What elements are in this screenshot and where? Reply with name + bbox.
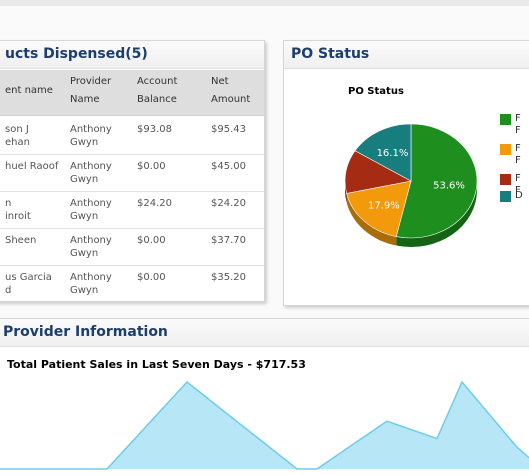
pie-slice-label: 16.1%	[377, 148, 409, 159]
provider-name-cell: Anthony Gwyn	[70, 272, 112, 296]
provider-information-panel: Provider Information Total Patient Sales…	[0, 318, 529, 475]
provider-name-cell: Anthony Gwyn	[70, 161, 112, 185]
column-header-provider-name[interactable]: Provider Name	[70, 76, 112, 105]
legend-swatch	[500, 174, 511, 185]
po-status-pie-chart: 53.6% 17.9% 16.1%	[344, 123, 478, 247]
sales-area-fill	[0, 382, 529, 469]
net-amount-cell: $37.70	[211, 235, 246, 246]
products-dispensed-header: ucts Dispensed(5)	[0, 41, 264, 69]
products-dispensed-panel: ucts Dispensed(5) ent name Provider Name…	[0, 40, 265, 302]
legend-swatch	[500, 114, 511, 125]
table-row[interactable]: n inroit Anthony Gwyn $24.20 $24.20	[0, 192, 264, 229]
provider-information-title: Provider Information	[3, 324, 168, 340]
po-status-title: PO Status	[291, 46, 370, 62]
pie-slice-side	[345, 181, 347, 203]
column-header-patient-name[interactable]: ent name	[5, 85, 53, 96]
sales-chart-title: Total Patient Sales in Last Seven Days -…	[7, 358, 306, 371]
column-header-account-balance[interactable]: Account Balance	[137, 76, 178, 105]
table-row[interactable]: us Garcia d Anthony Gwyn $0.00 $35.20	[0, 266, 264, 301]
provider-name-cell: Anthony Gwyn	[70, 235, 112, 259]
products-dispensed-title: ucts Dispensed(5)	[5, 46, 148, 62]
patient-name-cell: huel Raoof	[5, 161, 59, 172]
provider-information-header: Provider Information	[0, 319, 529, 347]
account-balance-cell: $0.00	[137, 272, 166, 283]
column-header-net-amount[interactable]: Net Amount	[211, 76, 251, 105]
legend-swatch	[500, 144, 511, 155]
provider-name-cell: Anthony Gwyn	[70, 198, 112, 222]
legend-swatch	[500, 191, 511, 202]
pie-slice	[395, 123, 478, 239]
sales-area-line	[0, 380, 529, 470]
pie-slice-label: 17.9%	[368, 200, 400, 211]
table-row[interactable]: huel Raoof Anthony Gwyn $0.00 $45.00	[0, 155, 264, 192]
net-amount-cell: $35.20	[211, 272, 246, 283]
po-chart-title: PO Status	[348, 86, 404, 97]
pie-slice-side	[396, 181, 477, 247]
patient-name-cell: us Garcia d	[5, 272, 52, 296]
patient-name-cell: Sheen	[5, 235, 37, 246]
account-balance-cell: $0.00	[137, 235, 166, 246]
account-balance-cell: $0.00	[137, 161, 166, 172]
pie-slice	[354, 123, 412, 182]
table-header: ent name Provider Name Account Balance N…	[0, 70, 264, 116]
sales-area-chart	[0, 380, 529, 470]
account-balance-cell: $93.08	[137, 124, 172, 135]
net-amount-cell: $45.00	[211, 161, 246, 172]
patient-name-cell: n inroit	[5, 198, 31, 222]
pie-slice-side	[346, 193, 397, 246]
pie-slice-label: 53.6%	[433, 181, 465, 192]
legend-label: D	[515, 190, 523, 201]
pie-slice	[346, 180, 412, 237]
net-amount-cell: $24.20	[211, 198, 246, 209]
provider-name-cell: Anthony Gwyn	[70, 124, 112, 148]
po-status-header: PO Status	[284, 41, 529, 69]
account-balance-cell: $24.20	[137, 198, 172, 209]
net-amount-cell: $95.43	[211, 124, 246, 135]
table-row[interactable]: Sheen Anthony Gwyn $0.00 $37.70	[0, 229, 264, 266]
